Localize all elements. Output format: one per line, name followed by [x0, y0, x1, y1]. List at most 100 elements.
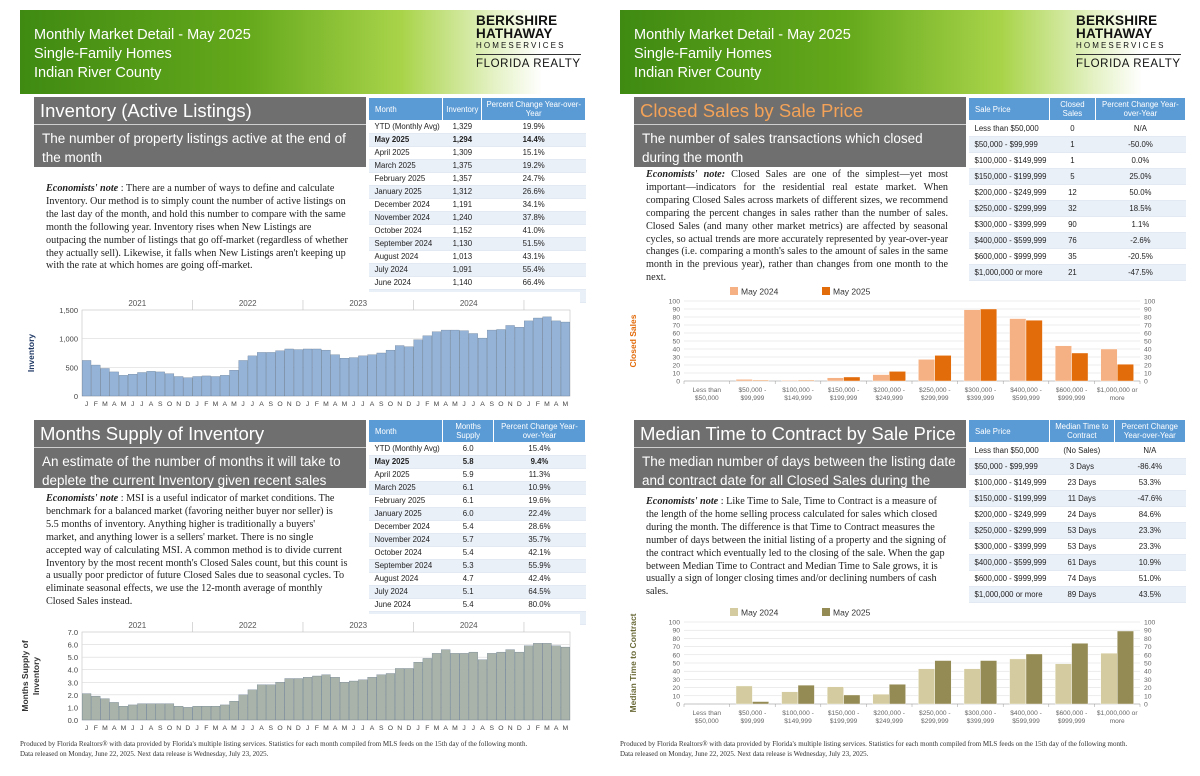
table-cell: 25.0%: [1095, 168, 1186, 185]
table-cell: April 2025: [368, 468, 443, 482]
mtc-note: Economists' note : Like Time to Sale, Ti…: [646, 496, 947, 598]
table-row: YTD (Monthly Avg) 1,329 19.9%: [368, 120, 586, 134]
table-cell: 5.4: [442, 598, 494, 612]
bar: [321, 349, 331, 397]
x-tick-label: M: [213, 725, 219, 732]
x-tick-label: $199,999: [830, 718, 858, 725]
bar: [164, 373, 175, 397]
table-header: Month: [367, 419, 444, 443]
table-row: December 2024 5.4 28.6%: [368, 520, 586, 534]
y-axis-label: Median Time to Contract: [628, 613, 638, 712]
y-tick-label: 2.0: [68, 691, 78, 700]
bar: [450, 653, 460, 721]
bar: [293, 349, 303, 397]
x-tick-label: J: [251, 401, 254, 408]
table-cell: November 2024: [368, 533, 443, 547]
x-tick-label: M: [452, 401, 458, 408]
table-cell: August 2024: [368, 572, 443, 586]
table-cell: June 2024: [368, 276, 443, 290]
bar: [100, 698, 110, 721]
x-tick-label: S: [158, 401, 163, 408]
bar: [826, 686, 844, 705]
table-cell: $400,000 - $599,999: [968, 554, 1050, 571]
bar: [468, 651, 478, 721]
x-tick-label: D: [517, 725, 522, 732]
bar: [210, 376, 221, 397]
bar: [229, 700, 239, 721]
x-tick-label: A: [222, 401, 227, 408]
x-tick-label: J: [140, 725, 143, 732]
bar: [422, 335, 432, 397]
table-cell: 1,091: [442, 263, 482, 277]
x-tick-label: $999,999: [1058, 718, 1086, 725]
table-cell: September 2024: [368, 559, 443, 573]
bar: [797, 379, 815, 382]
x-tick-label: D: [185, 401, 190, 408]
bar: [413, 339, 423, 397]
x-tick-label: F: [536, 725, 540, 732]
table-cell: Less than $50,000: [968, 120, 1050, 137]
x-tick-label: J: [462, 401, 465, 408]
bar: [450, 329, 460, 397]
x-tick-label: J: [85, 401, 88, 408]
y-tick-label: 100: [669, 620, 681, 627]
table-row: November 2024 5.7 35.7%: [368, 533, 586, 547]
table-cell: $1,000,000 or more: [968, 586, 1050, 603]
table-cell: 5: [1049, 168, 1096, 185]
x-tick-label: $200,000 -: [873, 387, 905, 394]
bar: [100, 368, 110, 397]
x-tick-label: Less than: [693, 387, 722, 394]
bar: [303, 348, 313, 397]
table-cell: 5.7: [442, 533, 494, 547]
msi-description: An estimate of the number of months it w…: [42, 454, 341, 507]
table-cell: 1,309: [442, 146, 482, 160]
table-cell: 15.1%: [481, 146, 586, 160]
table-header: Percent Change Year-over-Year: [492, 419, 587, 443]
bar: [560, 646, 570, 721]
year-label: 2022: [239, 621, 257, 630]
bar: [247, 689, 257, 721]
bar: [752, 379, 770, 382]
table-cell: 5.9: [442, 468, 494, 482]
table-cell: 61 Days: [1049, 554, 1115, 571]
x-tick-label: $50,000: [695, 718, 719, 725]
y-axis-label: Inventory: [26, 334, 36, 373]
table-cell: -86.4%: [1114, 458, 1186, 475]
x-tick-label: J: [140, 401, 143, 408]
table-row: $400,000 - $599,999 76 -2.6%: [968, 232, 1186, 249]
table-cell: 6.1: [442, 481, 494, 495]
y-tick-label: 20: [672, 363, 680, 370]
y2-tick-label: 70: [1144, 323, 1152, 330]
y2-tick-label: 30: [1144, 355, 1152, 362]
x-tick-label: A: [112, 725, 117, 732]
x-tick-label: $200,000 -: [873, 710, 905, 717]
y2-tick-label: 0: [1144, 379, 1148, 386]
table-cell: 74 Days: [1049, 570, 1115, 587]
table-header: Months Supply: [442, 419, 494, 443]
bar: [781, 691, 799, 705]
bar: [174, 376, 184, 397]
table-row: May 2025 5.8 9.4%: [368, 455, 586, 469]
table-cell: 1,357: [442, 172, 482, 186]
x-tick-label: A: [259, 401, 264, 408]
x-tick-label: A: [480, 725, 485, 732]
table-cell: $250,000 - $299,999: [968, 522, 1050, 539]
x-tick-label: O: [277, 725, 282, 732]
y2-tick-label: 100: [1144, 620, 1156, 627]
x-tick-label: $299,999: [921, 395, 949, 402]
x-tick-label: $1,000,000 or: [1097, 387, 1139, 394]
bar: [872, 693, 890, 705]
x-tick-label: S: [489, 401, 494, 408]
x-tick-label: $99,999: [740, 718, 764, 725]
x-tick-label: $149,999: [784, 718, 812, 725]
table-cell: January 2025: [368, 185, 443, 199]
x-tick-label: M: [544, 725, 550, 732]
table-cell: 1: [1049, 136, 1096, 153]
y2-tick-label: 30: [1144, 677, 1152, 684]
y2-tick-label: 80: [1144, 315, 1152, 322]
table-cell: 1,013: [442, 250, 482, 264]
x-tick-label: J: [527, 725, 530, 732]
table-header: Sale Price: [968, 97, 1050, 121]
y-tick-label: 70: [672, 644, 680, 651]
